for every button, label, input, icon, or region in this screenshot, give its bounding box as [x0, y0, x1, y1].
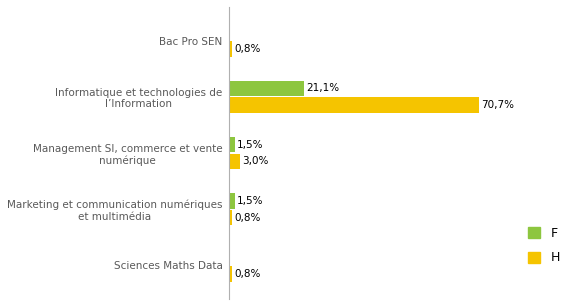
Text: 70,7%: 70,7% [481, 100, 514, 110]
Text: 1,5%: 1,5% [237, 196, 263, 206]
Bar [230, 41, 232, 57]
Text: 21,1%: 21,1% [306, 84, 339, 93]
Bar [230, 193, 235, 209]
Text: 0,8%: 0,8% [234, 269, 261, 279]
Bar [230, 154, 240, 169]
Text: 3,0%: 3,0% [242, 156, 269, 166]
Text: 1,5%: 1,5% [237, 140, 263, 150]
Bar [230, 97, 479, 113]
Bar [230, 210, 232, 226]
Bar [230, 266, 232, 282]
Text: 0,8%: 0,8% [234, 213, 261, 222]
Bar [230, 137, 235, 152]
Text: 0,8%: 0,8% [234, 44, 261, 54]
Legend: F, H: F, H [523, 222, 565, 270]
Bar [230, 80, 304, 96]
